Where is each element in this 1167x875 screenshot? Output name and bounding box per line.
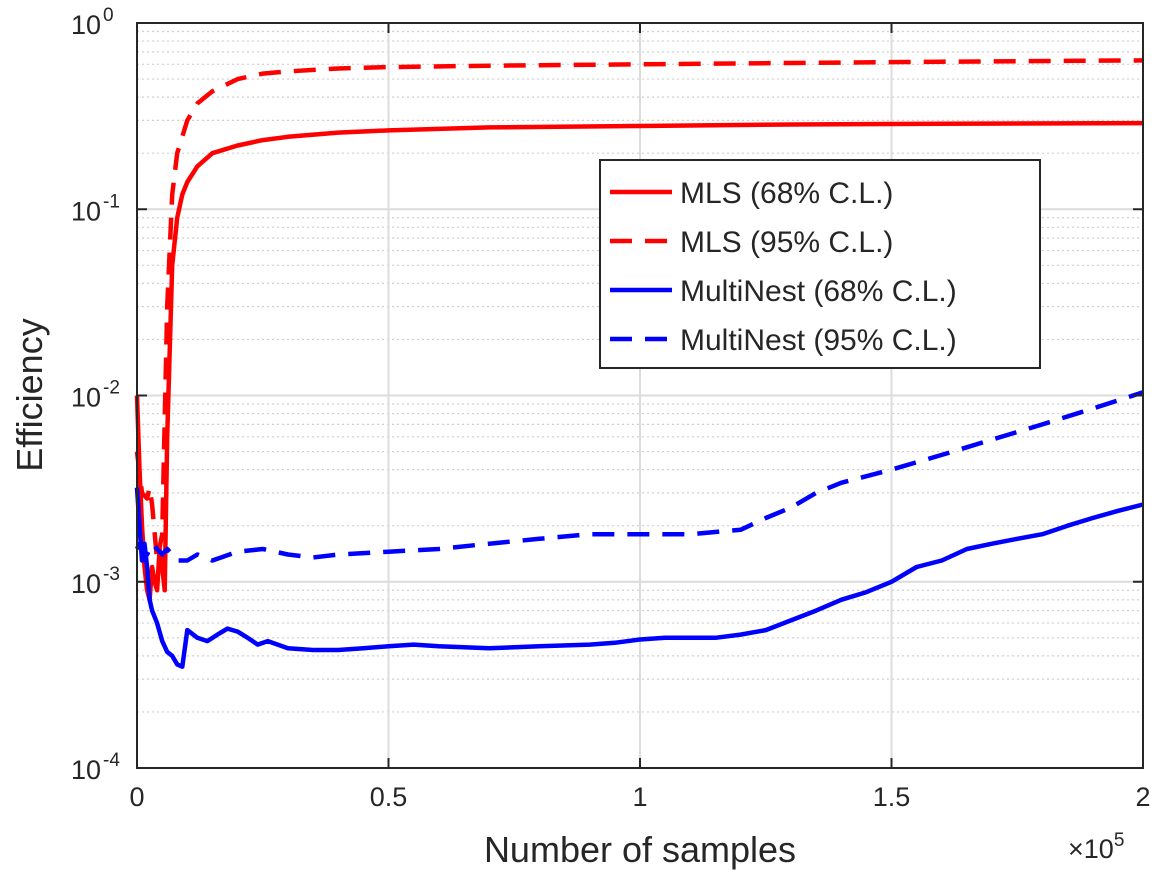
legend-label-3: MultiNest (95% C.L.) (680, 324, 957, 357)
legend-label-1: MLS (95% C.L.) (680, 226, 893, 259)
legend-box (599, 159, 1041, 369)
series-line-2 (134, 487, 1144, 669)
y-tick-exponent: -2 (103, 378, 120, 399)
y-tick-label: 10 -2 (71, 378, 120, 413)
y-tick-label: 10 -4 (71, 750, 120, 785)
x-tick-label: 0 (129, 782, 144, 812)
y-tick-label: 10 -1 (71, 191, 120, 226)
x-tick-label: 0.5 (370, 782, 408, 812)
series-line-1 (134, 58, 1144, 563)
plot-lines (134, 58, 1144, 669)
x-axis-title: Number of samples (484, 829, 796, 870)
y-tick-base: 10 (71, 10, 101, 40)
legend-label-0: MLS (68% C.L.) (680, 177, 893, 210)
y-tick-base: 10 (71, 755, 101, 785)
x-exponent-base: ×10 (1068, 834, 1114, 864)
y-axis-title: Efficiency (9, 318, 50, 471)
y-tick-exponent: -4 (103, 750, 120, 771)
y-tick-base: 10 (71, 569, 101, 599)
y-tick-label: 10 -3 (71, 564, 120, 599)
x-exponent-power: 5 (1114, 830, 1125, 851)
x-axis-exponent: ×105 (1068, 830, 1124, 864)
y-tick-exponent: -1 (103, 191, 120, 212)
x-tick-label: 2 (1135, 782, 1150, 812)
x-tick-label: 1.5 (873, 782, 911, 812)
y-tick-base: 10 (71, 196, 101, 226)
legend: MLS (68% C.L.) MLS (95% C.L.) MultiNest (6… (599, 159, 1041, 369)
x-tick-label: 1 (632, 782, 647, 812)
legend-label-2: MultiNest (68% C.L.) (680, 275, 957, 308)
y-tick-exponent: -3 (103, 564, 120, 585)
series-line-3 (134, 390, 1144, 563)
y-tick-label: 10 0 (71, 5, 114, 40)
y-tick-base: 10 (71, 383, 101, 413)
y-tick-exponent: 0 (103, 5, 114, 26)
legend-items: MLS (68% C.L.) MLS (95% C.L.) MultiNest (6… (610, 177, 957, 357)
